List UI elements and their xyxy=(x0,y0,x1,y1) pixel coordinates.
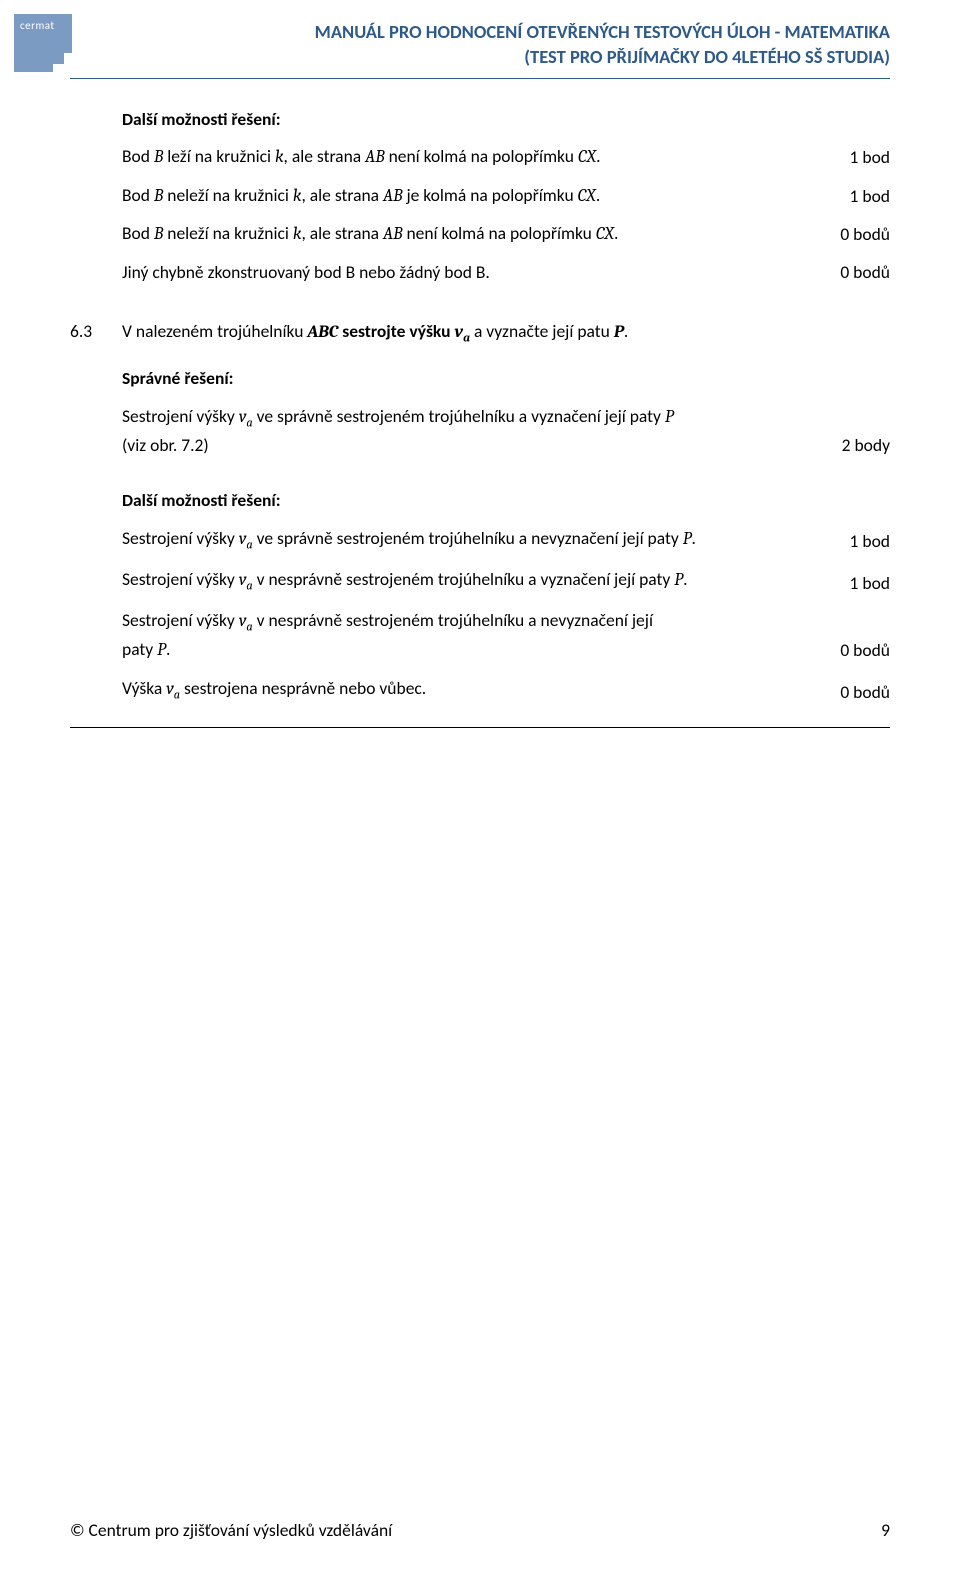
solution-text: Výška va sestrojena nesprávně nebo vůbec… xyxy=(122,676,820,705)
page-footer: © Centrum pro zjišťování výsledků vzdělá… xyxy=(70,1518,890,1543)
points-label: 1 bod xyxy=(850,184,890,209)
further-solutions-heading: Další možnosti řešení: xyxy=(122,107,890,132)
header-divider xyxy=(70,78,890,79)
page-number: 9 xyxy=(881,1518,890,1543)
solution-row: Sestrojení výšky va v nesprávně sestroje… xyxy=(122,567,890,596)
points-label: 2 body xyxy=(842,433,890,458)
question-row: 6.3 V nalezeném trojúhelníku ABC sestroj… xyxy=(122,319,890,348)
question-text: V nalezeném trojúhelníku ABC sestrojte v… xyxy=(122,319,890,348)
points-label: 0 bodů xyxy=(840,222,890,247)
points-label: 1 bod xyxy=(850,145,890,170)
content-area: Další možnosti řešení: Bod B leží na kru… xyxy=(70,107,890,728)
solution-row: Bod B neleží na kružnici k, ale strana A… xyxy=(122,221,890,247)
solution-text: Bod B leží na kružnici k, ale strana AB … xyxy=(122,144,830,170)
solution-row: Sestrojení výšky va ve správně sestrojen… xyxy=(122,404,890,459)
solution-text: Sestrojení výšky va v nesprávně sestroje… xyxy=(122,567,830,596)
points-label: 1 bod xyxy=(850,571,890,596)
correct-solution-heading: Správné řešení: xyxy=(122,366,890,391)
points-label: 0 bodů xyxy=(840,680,890,705)
solution-text: Jiný chybně zkonstruovaný bod B nebo žád… xyxy=(122,260,820,285)
question-number: 6.3 xyxy=(70,319,122,344)
logo-text: cermat xyxy=(20,18,55,34)
cermat-logo: cermat xyxy=(14,14,72,72)
solution-text: Sestrojení výšky va ve správně sestrojen… xyxy=(122,404,822,459)
solution-row: Sestrojení výšky va v nesprávně sestroje… xyxy=(122,608,890,664)
header-line2: (TEST PRO PŘIJÍMAČKY DO 4LETÉHO SŠ STUDI… xyxy=(88,45,890,70)
points-label: 0 bodů xyxy=(840,638,890,663)
solution-row: Sestrojení výšky va ve správně sestrojen… xyxy=(122,526,890,555)
solution-row: Výška va sestrojena nesprávně nebo vůbec… xyxy=(122,676,890,705)
points-label: 1 bod xyxy=(850,529,890,554)
page-header: cermat MANUÁL PRO HODNOCENÍ OTEVŘENÝCH T… xyxy=(70,20,890,72)
solution-text: Sestrojení výšky va ve správně sestrojen… xyxy=(122,526,830,555)
solution-row: Bod B leží na kružnici k, ale strana AB … xyxy=(122,144,890,170)
header-titles: MANUÁL PRO HODNOCENÍ OTEVŘENÝCH TESTOVÝC… xyxy=(88,20,890,70)
section-divider xyxy=(70,727,890,728)
solution-text: Sestrojení výšky va v nesprávně sestroje… xyxy=(122,608,820,664)
header-line1: MANUÁL PRO HODNOCENÍ OTEVŘENÝCH TESTOVÝC… xyxy=(88,20,890,45)
points-label: 0 bodů xyxy=(840,260,890,285)
solution-row: Bod B neleží na kružnici k, ale strana A… xyxy=(122,183,890,209)
solution-text: Bod B neleží na kružnici k, ale strana A… xyxy=(122,221,820,247)
further-solutions-heading: Další možnosti řešení: xyxy=(122,488,890,513)
solution-text: Bod B neleží na kružnici k, ale strana A… xyxy=(122,183,830,209)
footer-copyright: © Centrum pro zjišťování výsledků vzdělá… xyxy=(70,1518,392,1543)
solution-row: Jiný chybně zkonstruovaný bod B nebo žád… xyxy=(122,260,890,285)
